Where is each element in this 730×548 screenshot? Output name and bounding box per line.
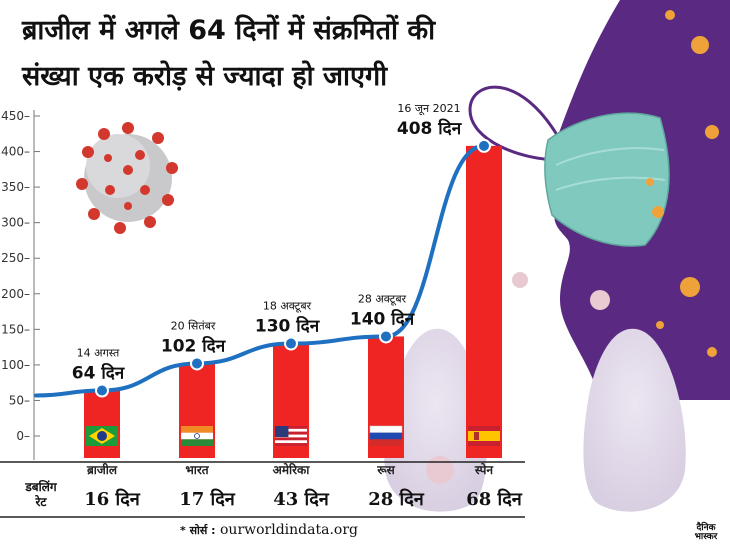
russia-flag-icon [369, 425, 403, 446]
data-point [95, 383, 109, 398]
y-axis: 0– 50– 100– 150– 200– 250– 300– 350– 400– 450– [1, 109, 40, 460]
category-label: रूस [376, 463, 395, 477]
doubling-rate-value: 43 दिन [273, 488, 330, 510]
doubling-rate-label: डबलिंग रेट [6, 480, 76, 510]
y-tick-label: 200– [1, 287, 30, 301]
value-label: 130 दिन [255, 316, 320, 337]
india-flag-icon [181, 426, 213, 446]
y-tick-label: 250– [1, 251, 30, 265]
logo-text: दैनिक भास्कर [694, 523, 718, 542]
date-label: 18 अक्टूबर [263, 300, 312, 314]
dainik-bhaskar-logo: दैनिक भास्कर [684, 524, 728, 542]
chart-title-line-1: ब्राजील में अगले 64 दिनों में संक्रमितों… [22, 15, 436, 46]
y-tick-label: 150– [1, 322, 30, 336]
brazil-flag-icon [86, 426, 118, 446]
spain-flag-icon [468, 426, 500, 446]
doubling-rate-label-text: डबलिंग रेट [25, 480, 57, 509]
value-label: 140 दिन [350, 308, 415, 329]
source-text: ourworldindata.org [220, 522, 358, 538]
y-tick-label: 400– [1, 145, 30, 159]
date-label: 16 जून 2021 [397, 102, 460, 116]
date-label: 14 अगस्त [77, 346, 120, 359]
doubling-rate-value: 16 दिन [84, 488, 141, 510]
bar [84, 390, 120, 458]
data-point [379, 329, 393, 344]
usa-flag-icon [275, 426, 307, 446]
category-label: ब्राजील [86, 463, 118, 477]
flags-group [86, 425, 500, 446]
background-illustration [384, 0, 730, 512]
mask-fold [555, 147, 666, 191]
y-tick-label: 0– [16, 429, 30, 443]
y-tick-label: 350– [1, 180, 30, 194]
doubling-rate-row: 16 दिन 17 दिन 43 दिन 28 दिन 68 दिन [84, 488, 523, 510]
y-tick-label: 450– [1, 109, 30, 123]
value-label: 64 दिन [72, 362, 125, 383]
doubling-rate-value: 28 दिन [368, 488, 425, 510]
doubling-rate-value: 68 दिन [466, 488, 523, 510]
category-label: भारत [185, 463, 209, 477]
faded-virus [426, 272, 610, 484]
date-label: 28 अक्टूबर [358, 292, 407, 306]
mask-strap [468, 85, 562, 162]
data-point [477, 138, 491, 153]
lungs-icon [384, 328, 686, 512]
data-point [284, 336, 298, 351]
coronavirus-icon [76, 122, 178, 234]
date-label: 20 सितंबर [171, 319, 216, 332]
category-label: स्पेन [474, 463, 494, 477]
data-point [190, 356, 204, 371]
point-labels-group: 14 अगस्त 64 दिन 20 सितंबर 102 दिन 18 अक्टूबर… [72, 102, 462, 384]
value-label: 102 दिन [161, 335, 226, 356]
trend-line-group [34, 138, 491, 398]
bar [466, 145, 502, 458]
value-label: 408 दिन [397, 118, 462, 139]
virus-dots [646, 10, 719, 357]
y-tick-label: 50– [9, 393, 30, 407]
source-note: * सोर्स : ourworldindata.org [180, 522, 358, 538]
doubling-rate-value: 17 दिन [179, 488, 236, 510]
y-tick-label: 100– [1, 358, 30, 372]
chart-title-line-2: संख्या एक करोड़ से ज्यादा हो जाएगी [22, 61, 388, 92]
y-tick-label: 300– [1, 216, 30, 230]
source-prefix: * सोर्स : [180, 524, 216, 537]
category-label: अमेरिका [273, 463, 311, 477]
category-labels-group: ब्राजील भारत अमेरिका रूस स्पेन [86, 463, 494, 477]
